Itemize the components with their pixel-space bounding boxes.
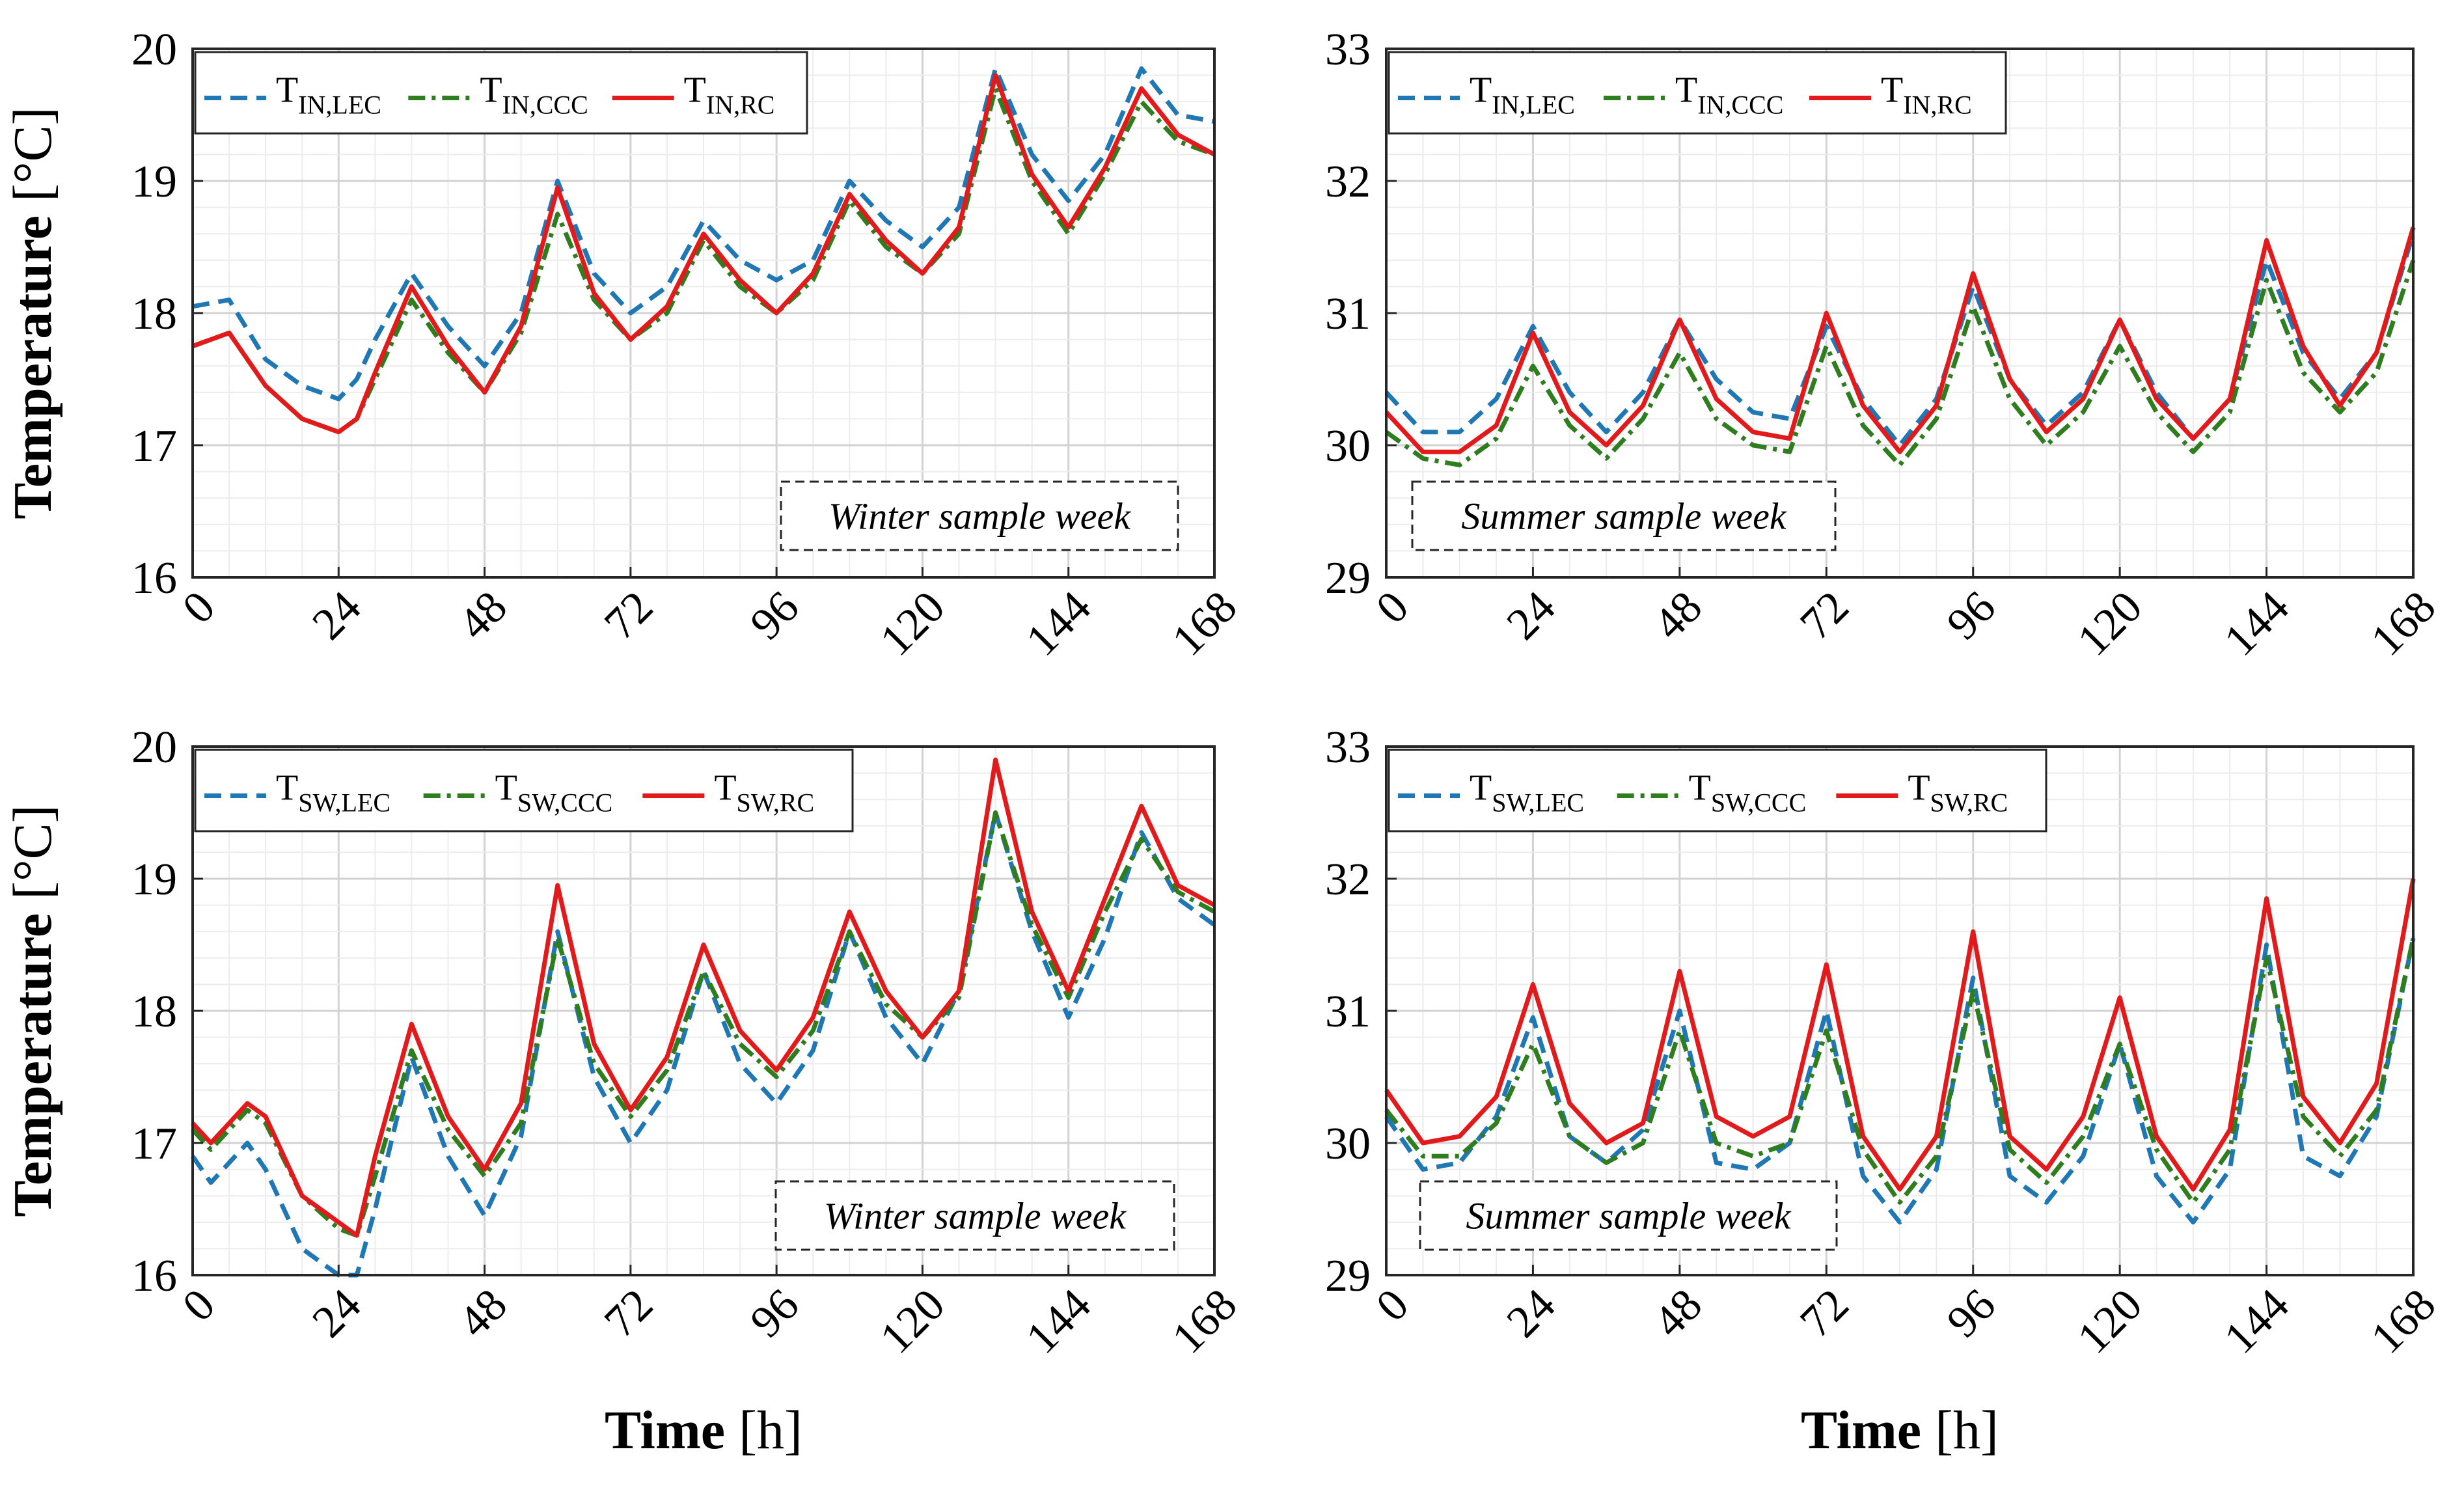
x-tick-label: 120 xyxy=(2068,1280,2152,1364)
x-tick-label: 48 xyxy=(1644,582,1712,650)
y-tick-label: 29 xyxy=(1325,1251,1371,1301)
x-tick-label: 96 xyxy=(1937,1280,2005,1347)
y-tick-label: 32 xyxy=(1325,855,1371,905)
series-line-in-rc xyxy=(191,73,1216,435)
x-tick-label: 168 xyxy=(2362,582,2446,666)
legend-box xyxy=(194,51,808,135)
y-tick-label: 30 xyxy=(1325,1119,1371,1169)
x-tick-label: 168 xyxy=(1163,1280,1247,1364)
x-tick-label: 24 xyxy=(303,1280,371,1347)
x-axis-label: Time [h] xyxy=(605,1400,802,1461)
annotation-text: Winter sample week xyxy=(824,1195,1127,1237)
x-tick-label: 48 xyxy=(449,582,517,650)
y-tick-label: 17 xyxy=(131,421,177,471)
x-tick-label: 120 xyxy=(2068,582,2152,666)
x-tick-label: 48 xyxy=(1644,1280,1712,1347)
x-tick-label: 0 xyxy=(173,582,225,633)
x-tick-label: 0 xyxy=(1367,1280,1418,1331)
x-tick-label: 144 xyxy=(2215,582,2299,666)
y-tick-label: 33 xyxy=(1325,722,1371,773)
x-tick-label: 72 xyxy=(1791,1280,1859,1347)
y-tick-label: 20 xyxy=(131,722,177,773)
x-tick-label: 120 xyxy=(871,1280,955,1364)
legend-box xyxy=(194,749,854,832)
x-tick-label: 96 xyxy=(741,582,809,650)
y-axis-label: Temperature [°C] xyxy=(3,107,63,519)
x-tick-label: 72 xyxy=(595,1280,663,1347)
legend: TSW,LEC TSW,CCC TSW,RC xyxy=(1388,749,2047,832)
annotation-box xyxy=(774,1180,1175,1251)
x-tick-label: 96 xyxy=(741,1280,809,1347)
y-tick-label: 32 xyxy=(1325,157,1371,207)
x-tick-label: 120 xyxy=(871,582,955,666)
annotation-box xyxy=(1411,480,1837,551)
x-tick-label: 0 xyxy=(1367,582,1418,633)
x-tick-label: 144 xyxy=(1017,1280,1101,1364)
x-tick-label: 168 xyxy=(2362,1280,2446,1364)
x-tick-label: 24 xyxy=(303,582,371,650)
y-tick-label: 29 xyxy=(1325,553,1371,603)
series-line-sw-rc xyxy=(191,757,1216,1238)
x-tick-label: 24 xyxy=(1498,1280,1565,1347)
y-tick-label: 19 xyxy=(131,855,177,905)
y-tick-label: 18 xyxy=(131,987,177,1037)
annotation-text: Summer sample week xyxy=(1466,1195,1792,1237)
x-tick-label: 24 xyxy=(1498,582,1565,650)
series-line-sw-lec xyxy=(1384,937,2416,1225)
chart-panel-bottom-left: 16 17 18 19 20 0 24 48 72 96 120 144 168 TSW,LEC TSW,C… xyxy=(3,722,1246,1461)
legend: TIN,LEC TIN,CCC TIN,RC xyxy=(194,51,808,135)
y-tick-label: 18 xyxy=(131,289,177,339)
annotation-box xyxy=(1419,1180,1838,1251)
y-axis-label: Temperature [°C] xyxy=(3,805,63,1217)
legend-box xyxy=(1388,51,2007,135)
x-tick-label: 0 xyxy=(173,1280,225,1331)
x-tick-label: 48 xyxy=(449,1280,517,1347)
series-line-in-ccc xyxy=(1384,259,2416,467)
legend: TIN,LEC TIN,CCC TIN,RC xyxy=(1388,51,2007,135)
chart-panel-bottom-right: 29 30 31 32 33 0 24 48 72 96 120 144 168 TSW,LEC TSW,C… xyxy=(1325,722,2445,1461)
y-tick-label: 31 xyxy=(1325,987,1371,1037)
y-tick-label: 16 xyxy=(131,553,177,603)
x-tick-label: 144 xyxy=(2215,1280,2299,1364)
y-tick-label: 16 xyxy=(131,1251,177,1301)
x-tick-label: 96 xyxy=(1937,582,2005,650)
x-tick-label: 72 xyxy=(1791,582,1859,650)
y-tick-label: 33 xyxy=(1325,25,1371,75)
x-tick-label: 144 xyxy=(1017,582,1101,666)
x-tick-label: 168 xyxy=(1163,582,1247,666)
series-line-in-lec xyxy=(192,66,1215,402)
series-line-in-rc xyxy=(1384,227,2416,454)
legend-box xyxy=(1388,749,2047,832)
chart-panel-top-left: 16 17 18 19 20 0 24 48 72 96 120 144 168 TIN,LEC TIN,C… xyxy=(3,25,1246,666)
annotation-box xyxy=(780,480,1179,551)
y-tick-label: 19 xyxy=(131,157,177,207)
x-tick-label: 72 xyxy=(595,582,663,650)
series-line-sw-ccc xyxy=(1384,937,2416,1205)
y-tick-label: 31 xyxy=(1325,289,1371,339)
y-tick-label: 20 xyxy=(131,25,177,75)
series-line-sw-rc xyxy=(1384,878,2416,1192)
y-tick-label: 17 xyxy=(131,1119,177,1169)
annotation-text: Winter sample week xyxy=(828,495,1131,538)
chart-panel-top-right: 29 30 31 32 33 0 24 48 72 96 120 144 168 TIN,LEC TIN,C… xyxy=(1325,25,2445,666)
legend: TSW,LEC TSW,CCC TSW,RC xyxy=(194,749,854,832)
x-axis-label: Time [h] xyxy=(1801,1400,1999,1461)
y-tick-label: 30 xyxy=(1325,421,1371,471)
annotation-text: Summer sample week xyxy=(1461,495,1787,538)
